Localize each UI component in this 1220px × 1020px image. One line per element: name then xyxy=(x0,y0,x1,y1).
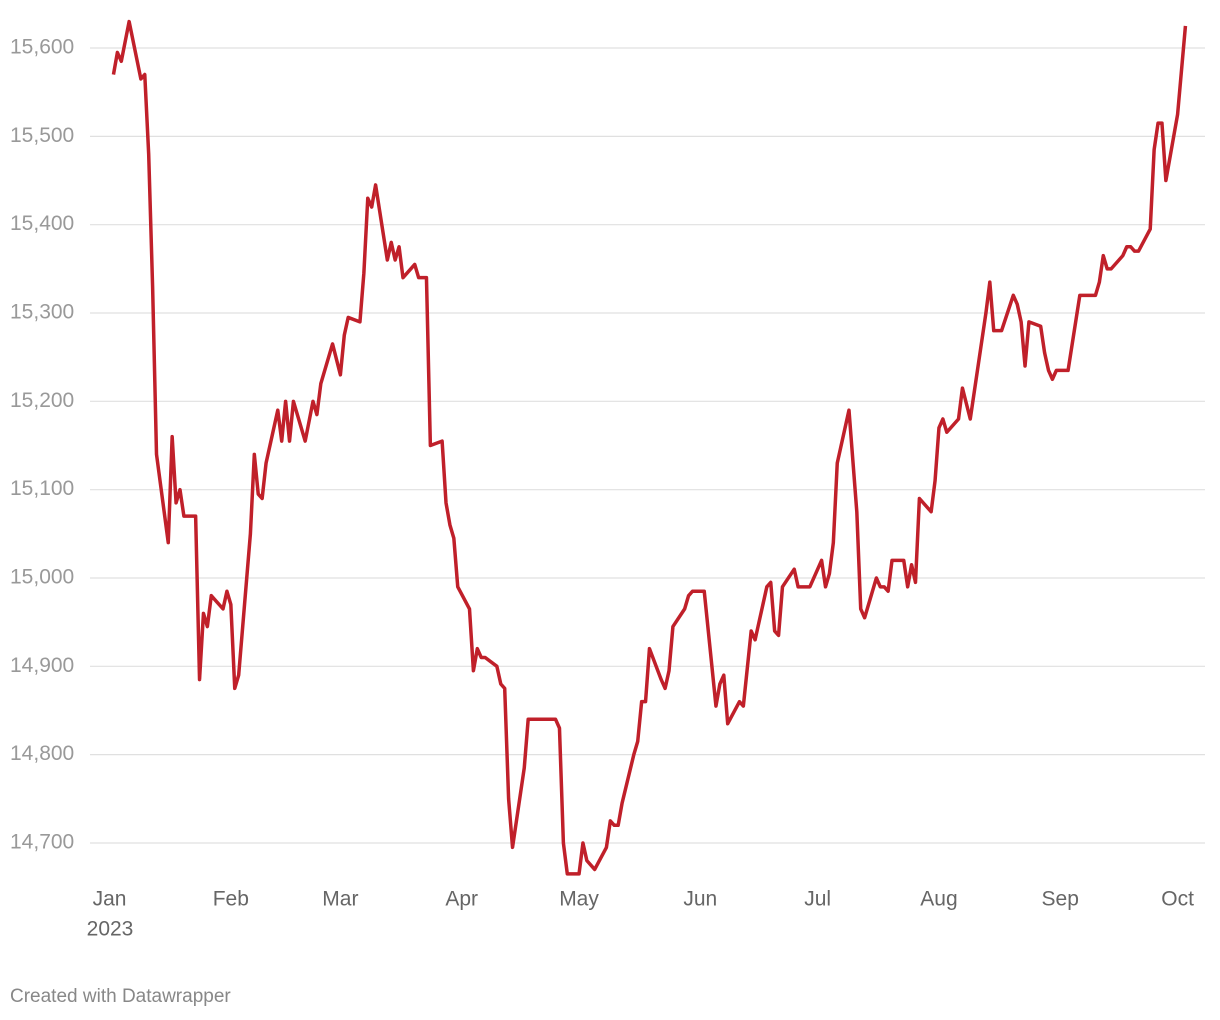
y-tick-label: 15,400 xyxy=(10,212,74,235)
y-tick-label: 15,100 xyxy=(10,477,74,500)
y-tick-label: 14,700 xyxy=(10,831,74,854)
x-tick-label: Feb xyxy=(213,888,249,911)
y-tick-label: 15,300 xyxy=(10,301,74,324)
x-tick-label: Mar xyxy=(322,888,358,911)
y-tick-label: 15,200 xyxy=(10,389,74,412)
y-tick-label: 15,500 xyxy=(10,124,74,147)
line xyxy=(111,19,1188,876)
x-tick-label: Jul xyxy=(804,888,831,911)
x-year-label: 2023 xyxy=(87,918,134,941)
y-tick-label: 14,800 xyxy=(10,742,74,765)
footer: Created with Datawrapper xyxy=(10,986,231,1007)
x-tick-label: May xyxy=(559,888,599,911)
x-tick-label: Sep xyxy=(1042,888,1079,911)
y-tick-label: 15,000 xyxy=(10,566,74,589)
x-tick-label: Apr xyxy=(445,888,478,911)
x-tick-label: Aug xyxy=(920,888,957,911)
y-tick-label: 14,900 xyxy=(10,654,74,677)
y-tick-label: 15,600 xyxy=(10,36,74,59)
x-tick-label: Oct xyxy=(1161,888,1194,911)
x-tick-label: Jun xyxy=(683,888,717,911)
x-tick-label: Jan xyxy=(93,888,127,911)
